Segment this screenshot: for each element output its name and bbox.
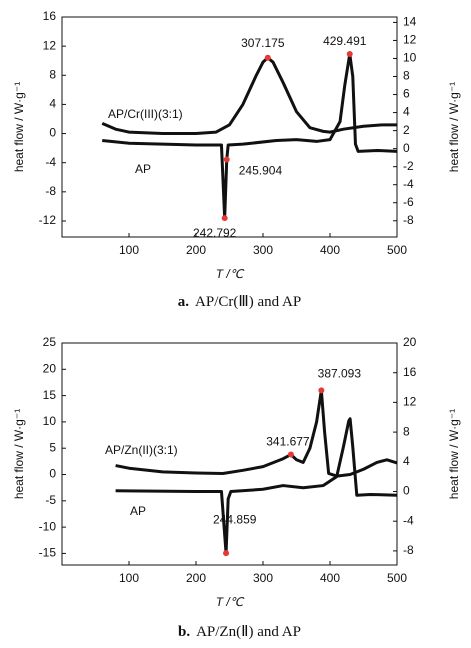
caption-label: b.	[178, 624, 190, 640]
peak-marker	[287, 451, 294, 458]
x-tick-label: 400	[320, 243, 340, 257]
y-tick-label: 5	[49, 440, 56, 454]
y2-tick-label: -8	[403, 543, 414, 557]
peak-label: 387.093	[318, 367, 362, 381]
y-tick-label: 15	[43, 388, 57, 402]
y2-tick-label: 4	[403, 105, 410, 119]
y2-tick-label: 8	[403, 424, 410, 438]
y-tick-label: 8	[49, 67, 56, 81]
y2-tick-label: 16	[403, 365, 417, 379]
series-line	[102, 52, 398, 220]
peak-label: 244.859	[213, 512, 257, 526]
y-tick-label: -4	[45, 155, 56, 169]
series-label: AP	[135, 162, 151, 176]
y2-tick-label: 4	[403, 454, 410, 468]
x-axis-label: T /℃	[216, 595, 245, 609]
peak-label: 242.792	[193, 226, 237, 240]
peak-label: 341.677	[266, 435, 310, 449]
peak-marker	[346, 50, 353, 57]
y2-tick-label: 20	[403, 335, 417, 349]
peak-marker	[223, 550, 230, 557]
y-tick-label: 12	[43, 38, 57, 52]
series-line	[115, 388, 398, 478]
y2-axis-label: heat flow / W·g⁻¹	[447, 82, 461, 172]
y2-tick-label: 12	[403, 33, 417, 47]
y2-tick-label: 0	[403, 141, 410, 155]
y2-tick-label: -2	[403, 159, 414, 173]
peak-label: 307.175	[241, 36, 285, 50]
y-tick-label: -8	[45, 184, 56, 198]
x-tick-label: 200	[186, 571, 206, 585]
y-tick-label: 0	[49, 126, 56, 140]
y2-tick-label: -4	[403, 177, 414, 191]
series-label: AP/Zn(II)(3:1)	[105, 443, 178, 457]
y2-tick-label: 6	[403, 87, 410, 101]
plot-frame	[61, 16, 398, 238]
peak-marker	[264, 54, 271, 61]
caption: a. AP/Cr(Ⅲ) and AP	[178, 294, 301, 310]
y2-tick-label: -8	[403, 213, 414, 227]
y-axis-label: heat flow / W·g⁻¹	[12, 409, 26, 499]
y2-tick-label: -6	[403, 195, 414, 209]
peak-marker	[318, 387, 325, 394]
y2-tick-label: 14	[403, 15, 417, 29]
x-axis-label: T /℃	[216, 267, 245, 281]
y-tick-label: -10	[39, 519, 57, 533]
series-label: AP/Cr(III)(3:1)	[108, 107, 183, 121]
x-tick-label: 100	[119, 243, 139, 257]
y2-axis-label: heat flow / W·g⁻¹	[447, 409, 461, 499]
x-tick-label: 300	[253, 571, 273, 585]
y-tick-label: 25	[43, 335, 57, 349]
caption-label: a.	[178, 294, 190, 310]
y-tick-label: 0	[49, 467, 56, 481]
y2-tick-label: -4	[403, 513, 414, 527]
y-tick-label: 4	[49, 97, 56, 111]
caption: b. AP/Zn(Ⅱ) and AP	[178, 624, 301, 640]
x-tick-label: 500	[387, 243, 407, 257]
caption-text: AP/Cr(Ⅲ) and AP	[195, 294, 301, 310]
peak-marker	[223, 156, 230, 163]
y2-tick-label: 2	[403, 123, 410, 137]
peak-marker	[221, 215, 228, 222]
x-tick-label: 200	[186, 243, 206, 257]
y-tick-label: 20	[43, 361, 57, 375]
x-tick-label: 100	[119, 571, 139, 585]
y2-tick-label: 0	[403, 484, 410, 498]
y2-tick-label: 10	[403, 51, 417, 65]
y-tick-label: 16	[43, 9, 57, 23]
y-axis-label: heat flow / W·g⁻¹	[12, 82, 26, 172]
x-tick-label: 300	[253, 243, 273, 257]
peak-label: 429.491	[323, 34, 367, 48]
series-line	[115, 417, 398, 555]
y-tick-label: -15	[39, 546, 57, 560]
y2-tick-label: 8	[403, 69, 410, 83]
plot-frame	[61, 342, 398, 566]
x-tick-label: 400	[320, 571, 340, 585]
peak-label: 245.904	[239, 164, 283, 178]
caption-text: AP/Zn(Ⅱ) and AP	[196, 624, 301, 640]
y2-tick-label: 12	[403, 395, 417, 409]
y-tick-label: -5	[45, 493, 56, 507]
x-tick-label: 500	[387, 571, 407, 585]
y-tick-label: -12	[39, 213, 57, 227]
y-tick-label: 10	[43, 414, 57, 428]
series-label: AP	[130, 504, 146, 518]
